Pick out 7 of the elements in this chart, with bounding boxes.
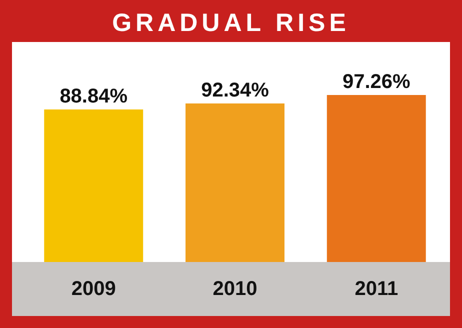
x-tick-label: 2009 [71, 278, 116, 300]
data-label: 88.84% [60, 85, 128, 108]
data-label: 97.26% [342, 71, 411, 93]
x-tick-label: 2011 [354, 278, 398, 300]
x-tick-label: 2010 [212, 278, 258, 300]
data-label: 92.34% [201, 79, 270, 102]
chart-title: GRADUAL RISE [112, 9, 350, 37]
